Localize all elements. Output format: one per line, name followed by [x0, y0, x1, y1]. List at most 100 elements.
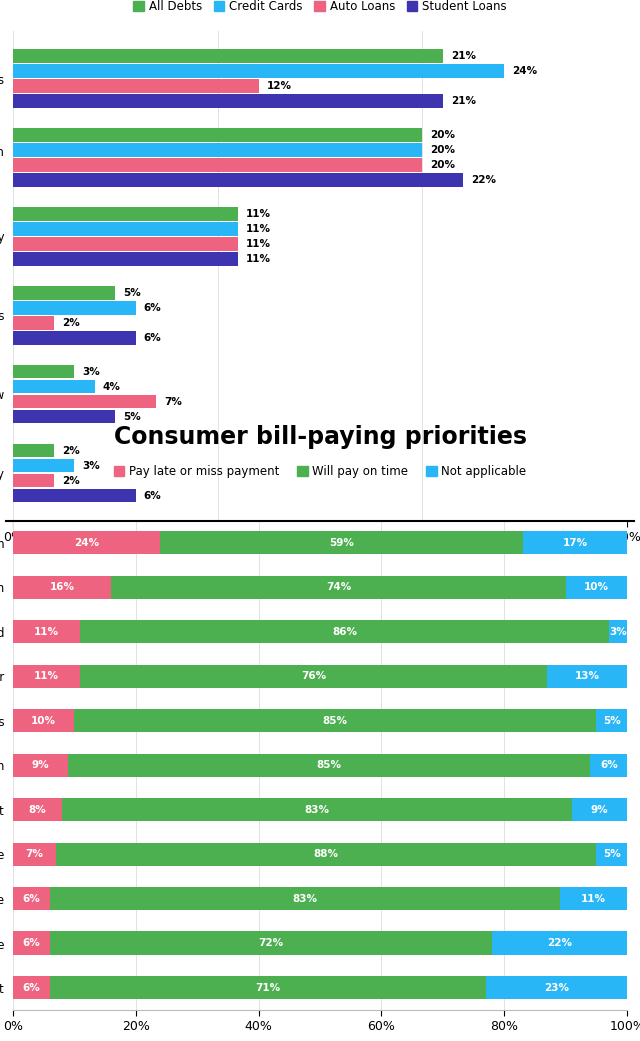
Bar [596, 842, 627, 866]
Text: 20%: 20% [431, 160, 456, 170]
Text: 72%: 72% [259, 938, 284, 948]
Bar [572, 798, 627, 821]
Text: 4%: 4% [103, 382, 121, 391]
Bar [13, 237, 238, 251]
Text: 59%: 59% [329, 538, 354, 548]
Bar [523, 531, 627, 554]
Text: 5%: 5% [124, 287, 141, 298]
Text: 2%: 2% [62, 476, 80, 486]
Text: 21%: 21% [451, 96, 476, 106]
Bar [68, 754, 590, 777]
Bar [13, 365, 74, 379]
Text: 24%: 24% [74, 538, 99, 548]
Bar [590, 754, 627, 777]
Text: 74%: 74% [326, 582, 351, 592]
Bar [13, 932, 50, 955]
Bar [56, 842, 596, 866]
Text: 11%: 11% [246, 209, 271, 219]
Text: 5%: 5% [603, 849, 621, 859]
Text: 71%: 71% [255, 983, 280, 992]
Text: 24%: 24% [513, 66, 538, 76]
Bar [160, 531, 523, 554]
Text: 6%: 6% [22, 893, 40, 904]
Text: 76%: 76% [301, 671, 326, 681]
Bar [13, 173, 463, 186]
Legend: Pay late or miss payment, Will pay on time, Not applicable: Pay late or miss payment, Will pay on ti… [113, 465, 527, 478]
Bar [81, 620, 609, 643]
Bar [13, 842, 56, 866]
Bar [596, 709, 627, 732]
Text: 85%: 85% [323, 715, 348, 726]
Bar [13, 65, 504, 78]
Text: 3%: 3% [609, 627, 627, 637]
Text: Q: What is the primary reason you got behind on paying your debt? Chart shows to: Q: What is the primary reason you got be… [13, 550, 503, 569]
Bar [13, 158, 422, 172]
Text: 88%: 88% [314, 849, 339, 859]
Bar [559, 887, 627, 910]
Bar [50, 887, 559, 910]
Text: 21%: 21% [451, 51, 476, 61]
Bar [13, 79, 259, 93]
Bar [13, 664, 81, 688]
Bar [13, 531, 160, 554]
Text: 6%: 6% [600, 760, 618, 770]
Text: 13%: 13% [575, 671, 600, 681]
Bar [13, 395, 156, 408]
Text: 6%: 6% [144, 490, 162, 501]
Text: 23%: 23% [544, 983, 569, 992]
Bar [13, 301, 136, 314]
Text: achieve: achieve [567, 557, 615, 567]
Bar [111, 576, 566, 599]
Bar [13, 798, 62, 821]
Bar [13, 252, 238, 265]
Bar [13, 443, 54, 457]
Bar [486, 976, 627, 999]
Text: 9%: 9% [31, 760, 49, 770]
Text: 3%: 3% [83, 461, 100, 471]
Bar [13, 576, 111, 599]
Text: 22%: 22% [472, 175, 497, 185]
Bar [13, 887, 50, 910]
Bar [13, 459, 74, 473]
Text: 85%: 85% [317, 760, 342, 770]
Text: 11%: 11% [34, 627, 59, 637]
Text: 11%: 11% [246, 238, 271, 249]
Bar [74, 709, 596, 732]
Bar [13, 144, 422, 157]
Bar [50, 976, 486, 999]
Text: 9%: 9% [591, 805, 609, 815]
Bar [13, 222, 238, 235]
Bar [609, 620, 627, 643]
Text: 20%: 20% [431, 130, 456, 139]
Text: 6%: 6% [144, 333, 162, 342]
Text: 11%: 11% [246, 254, 271, 264]
Text: 17%: 17% [563, 538, 588, 548]
Bar [13, 95, 443, 108]
Bar [13, 331, 136, 345]
Bar [62, 798, 572, 821]
Text: 83%: 83% [305, 805, 330, 815]
Text: 11%: 11% [34, 671, 59, 681]
Bar [13, 380, 95, 393]
Bar [13, 286, 115, 300]
Bar [13, 976, 50, 999]
Text: Source: Achieve Center for Consumer Insights: Source: Achieve Center for Consumer Insi… [13, 577, 259, 586]
Bar [547, 664, 627, 688]
Text: 6%: 6% [22, 983, 40, 992]
Text: 20%: 20% [431, 145, 456, 155]
Text: 8%: 8% [29, 805, 46, 815]
Bar [13, 128, 422, 142]
Text: 5%: 5% [603, 715, 621, 726]
Text: 2%: 2% [62, 318, 80, 328]
Text: 12%: 12% [267, 81, 292, 91]
Text: 7%: 7% [164, 397, 182, 407]
Text: 2%: 2% [62, 446, 80, 456]
Text: 22%: 22% [547, 938, 572, 948]
Text: 5%: 5% [124, 412, 141, 422]
Bar [13, 410, 115, 424]
Text: 7%: 7% [26, 849, 44, 859]
Text: 16%: 16% [49, 582, 74, 592]
Bar [13, 754, 68, 777]
Bar [492, 932, 627, 955]
Text: 86%: 86% [332, 627, 357, 637]
